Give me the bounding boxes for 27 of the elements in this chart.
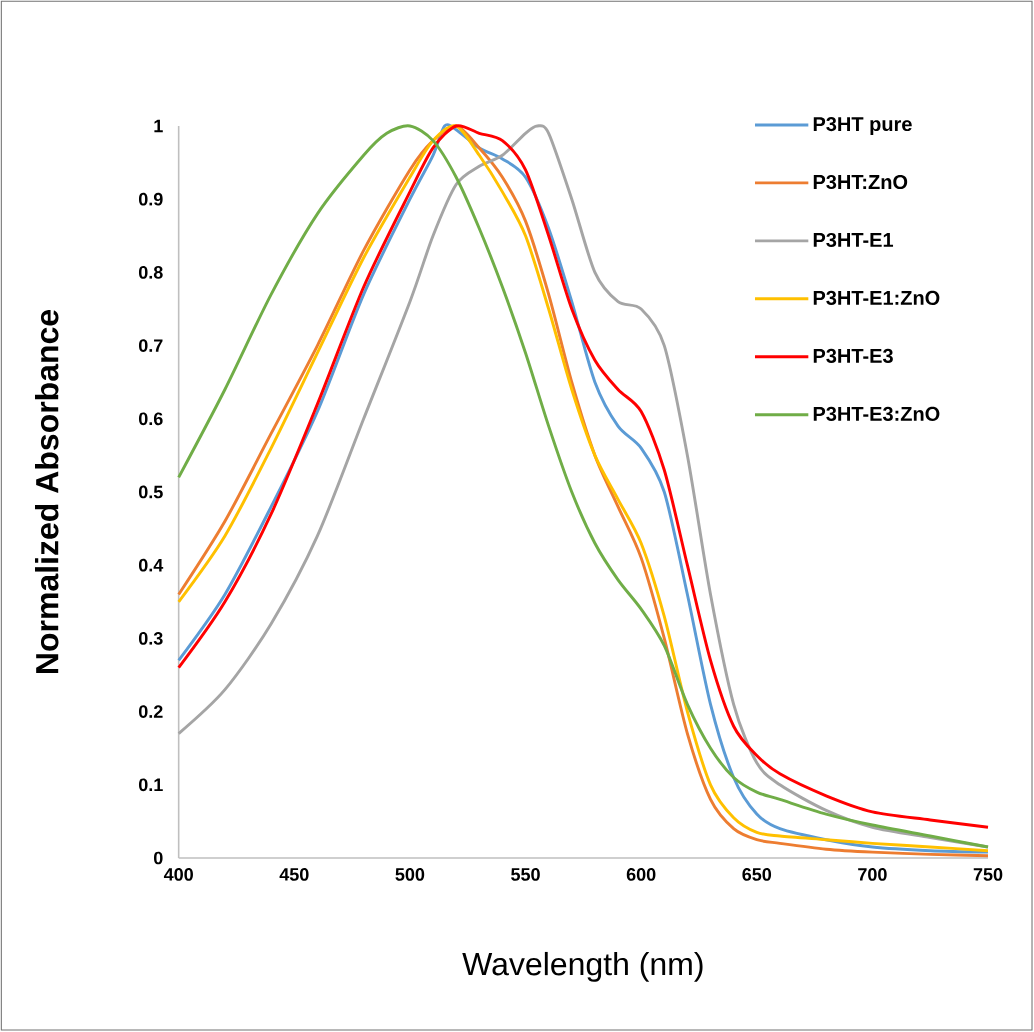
y-tick-label: 0.2 <box>138 705 163 718</box>
y-tick-label: 0.8 <box>138 266 163 279</box>
legend-label: P3HT-E1:ZnO <box>813 290 940 306</box>
x-tick-label: 750 <box>973 868 1003 881</box>
legend-label: P3HT-E3 <box>813 348 893 364</box>
y-tick-label: 1 <box>154 119 163 133</box>
y-tick-label: 0.6 <box>138 412 163 426</box>
x-tick-label: 600 <box>626 868 656 881</box>
x-tick-label: 500 <box>395 868 425 881</box>
x-axis-title: Wavelength (nm) <box>462 951 703 982</box>
legend-label: P3HT pure <box>813 116 912 136</box>
legend-label: P3HT:ZnO <box>813 174 908 190</box>
x-tick-label: 700 <box>858 868 887 881</box>
y-tick-label: 0 <box>153 851 163 865</box>
legend-label: P3HT-E1 <box>813 232 894 248</box>
y-tick-label: 0.7 <box>138 339 163 352</box>
x-tick-label: 400 <box>163 868 193 881</box>
y-tick-label: 0.1 <box>138 778 163 792</box>
x-tick-label: 450 <box>279 868 309 881</box>
y-tick-label: 0.9 <box>138 192 163 206</box>
y-axis-title: Normalized Absorbance <box>35 309 59 674</box>
y-tick-label: 0.3 <box>138 632 163 645</box>
y-tick-label: 0.4 <box>138 558 164 572</box>
y-tick-label: 0.5 <box>138 485 163 499</box>
legend-label: P3HT-E3:ZnO <box>813 406 940 421</box>
x-tick-label: 650 <box>742 868 772 881</box>
x-tick-label: 550 <box>511 868 540 881</box>
